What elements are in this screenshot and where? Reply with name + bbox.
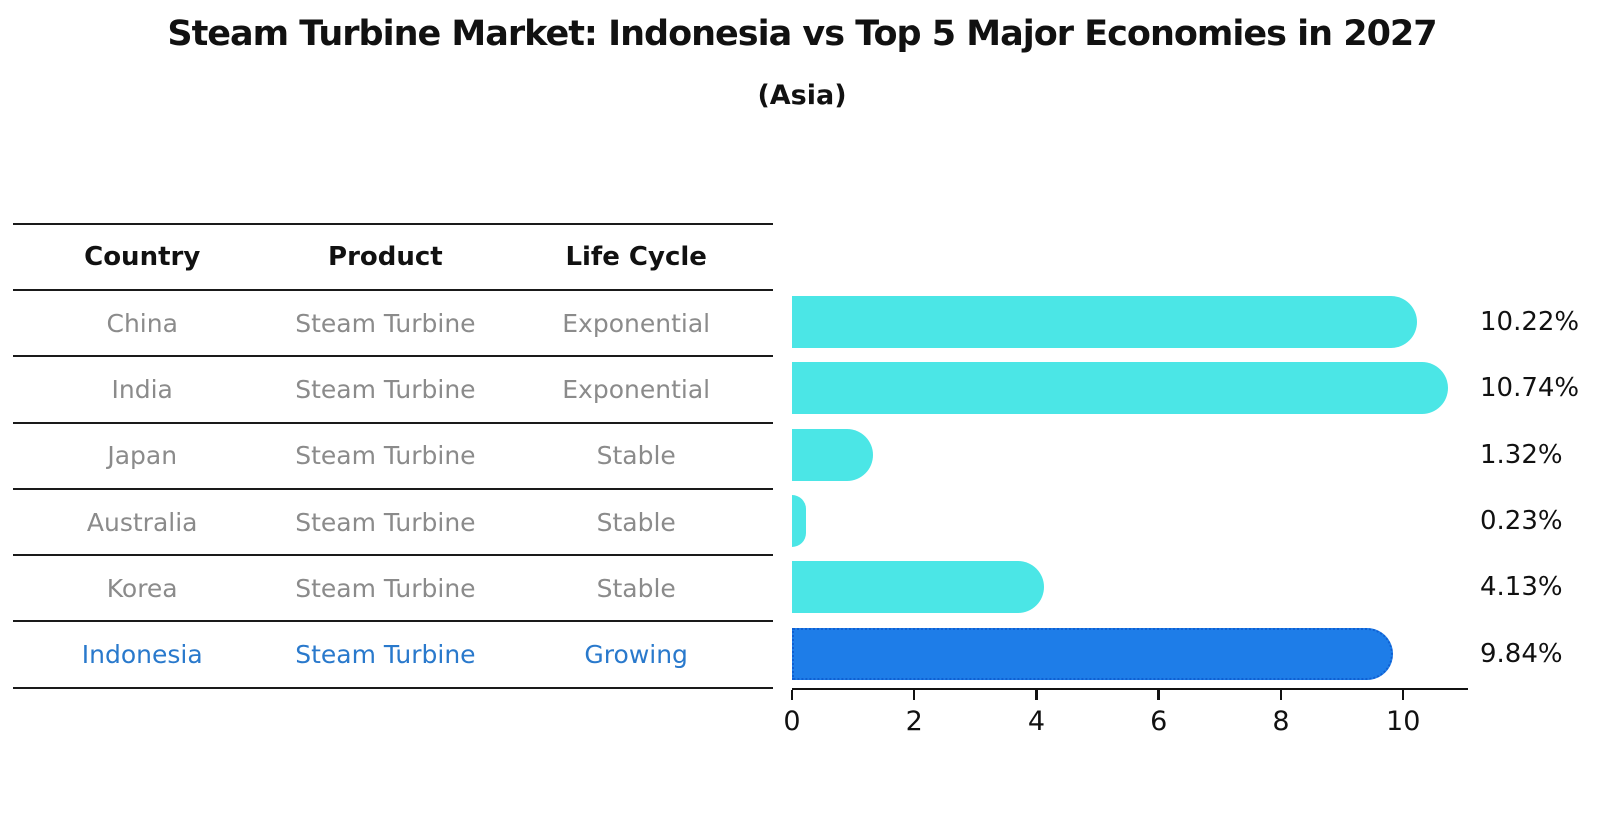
x-axis-tick <box>912 690 916 700</box>
value-label-india: 10.74% <box>1480 373 1580 404</box>
table-cell-product: Steam Turbine <box>295 441 476 471</box>
table-cell-lifecycle: Growing <box>584 640 688 670</box>
bar-china <box>792 296 1417 348</box>
value-label-indonesia: 9.84% <box>1480 638 1563 669</box>
table-cell-product: Steam Turbine <box>295 573 476 603</box>
x-axis-tick-label: 2 <box>905 706 923 737</box>
table-cell-lifecycle: Exponential <box>562 374 711 404</box>
table-row-indonesia: Indonesia Steam Turbine Growing <box>13 622 773 689</box>
table-row-japan: Japan Steam Turbine Stable <box>13 424 773 490</box>
x-axis-tick <box>1157 690 1160 700</box>
table-cell-lifecycle: Stable <box>596 573 676 603</box>
x-axis-line <box>792 687 1468 690</box>
table-cell-country: Australia <box>86 507 198 537</box>
bar-indonesia <box>792 627 1394 680</box>
table-row-korea: Korea Steam Turbine Stable <box>13 556 773 623</box>
table-header-country: Country <box>84 242 201 272</box>
table-cell-product: Steam Turbine <box>295 374 476 404</box>
table-cell-country: Japan <box>107 441 178 471</box>
chart-title: Steam Turbine Market: Indonesia vs Top 5… <box>167 14 1437 54</box>
table-header-lifecycle: Life Cycle <box>565 242 707 272</box>
x-axis-tick <box>790 690 794 700</box>
table-cell-product: Steam Turbine <box>295 640 476 670</box>
bar-australia <box>792 494 807 547</box>
table-cell-lifecycle: Stable <box>596 507 676 537</box>
x-axis-tick-label: 4 <box>1027 706 1046 737</box>
chart-subtitle: (Asia) <box>757 80 847 111</box>
x-axis-tick <box>1401 690 1405 700</box>
table-header-product: Product <box>328 242 443 272</box>
table-cell-product: Steam Turbine <box>295 308 476 338</box>
x-axis-tick-label: 0 <box>783 706 801 737</box>
country-table: Country Product Life Cycle China Steam Tu… <box>13 223 773 689</box>
x-axis-tick <box>1279 690 1283 700</box>
bar-chart: 10.22% 10.74% 1.32% 0.23% 4.13% 9.84% 0 2 4 6 8 10 <box>783 288 1579 737</box>
bar-korea <box>792 561 1045 614</box>
table-cell-country: India <box>111 374 173 404</box>
table-cell-product: Steam Turbine <box>295 507 476 537</box>
table-row-china: China Steam Turbine Exponential <box>13 291 773 358</box>
x-axis-tick <box>1035 690 1038 700</box>
table-header-row: Country Product Life Cycle <box>13 225 773 291</box>
value-label-korea: 4.13% <box>1480 572 1563 603</box>
table-row-india: India Steam Turbine Exponential <box>13 357 773 424</box>
table-cell-lifecycle: Exponential <box>562 308 711 338</box>
x-axis-tick-label: 8 <box>1272 706 1290 737</box>
value-label-japan: 1.32% <box>1480 439 1563 470</box>
table-cell-lifecycle: Stable <box>596 441 676 471</box>
country-table-body: China Steam Turbine Exponential India Steam … <box>13 291 773 689</box>
value-label-australia: 0.23% <box>1480 505 1563 536</box>
x-axis-tick-label: 10 <box>1386 706 1421 737</box>
bar-japan <box>792 428 873 481</box>
value-label-china: 10.22% <box>1480 307 1580 337</box>
table-cell-country: China <box>106 308 178 338</box>
table-cell-country: Indonesia <box>81 640 203 670</box>
x-axis-tick-label: 6 <box>1150 706 1168 737</box>
table-cell-country: Korea <box>106 573 178 603</box>
bar-india <box>792 362 1449 415</box>
table-row-australia: Australia Steam Turbine Stable <box>13 490 773 557</box>
